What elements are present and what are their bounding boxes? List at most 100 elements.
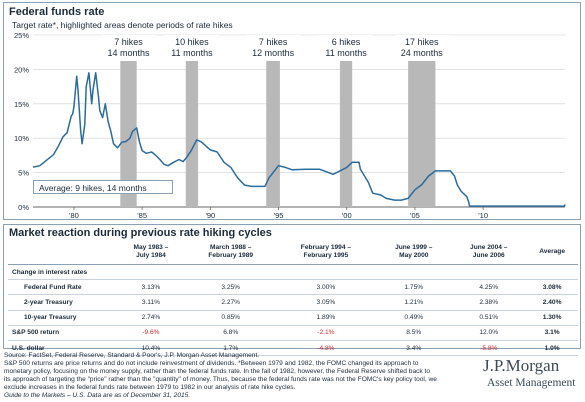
column-header: June 2004 – June 2006	[451, 240, 527, 265]
table-cell: 1.89%	[275, 310, 377, 326]
table-cell: 8.5%	[376, 325, 452, 341]
y-tick-label: 15%	[14, 100, 29, 109]
table-row: Federal Fund Rate 3.13% 3.25% 3.00% 1.75% 4.2…	[8, 279, 578, 296]
hike-duration-label: 12 months	[252, 48, 295, 58]
hike-count-label: 10 hikes	[175, 37, 209, 47]
series-line	[32, 72, 566, 207]
table-panel: Market reaction during previous rate hik…	[3, 224, 581, 357]
average-note: Average: 9 hikes, 14 months	[33, 180, 173, 194]
footer-note-3: its approach of targeting the "price" ra…	[4, 376, 437, 383]
hike-count-label: 7 hikes	[114, 37, 143, 47]
column-header-line2: June 2006	[472, 252, 505, 259]
header-blank	[8, 240, 116, 265]
x-tick-label: '95	[274, 211, 284, 220]
table-cell: 0.85%	[185, 310, 276, 326]
x-tick-label: '05	[410, 211, 420, 220]
asset-management-wordmark: Asset Management	[487, 377, 576, 389]
table-cell: 12.0%	[451, 325, 527, 341]
table-header-row: May 1983 – July 1984 March 1988 – February…	[8, 240, 578, 265]
footer-note-2: monetary policy, focusing on the money s…	[4, 368, 431, 375]
hike-period-band	[408, 35, 436, 207]
column-header: February 1994 – February 1995	[275, 240, 377, 265]
table-cell: 3.4%	[376, 340, 452, 357]
table-cell: 2.27%	[185, 294, 276, 311]
column-header-line1: Average	[539, 248, 565, 255]
hike-count-label: 17 hikes	[405, 37, 439, 47]
hike-period-band	[266, 35, 280, 207]
hike-label-background	[319, 35, 374, 61]
market-reaction-table: May 1983 – July 1984 March 1988 – February…	[8, 240, 578, 357]
x-tick-label: '10	[478, 211, 488, 220]
section-row: Change in interest rates	[8, 264, 578, 281]
table-title: Market reaction during previous rate hik…	[9, 227, 272, 239]
table-cell: 2.40%	[526, 294, 578, 311]
table-cell: 2.38%	[451, 294, 527, 311]
column-header-line1: February 1994 –	[300, 244, 352, 251]
hike-period-band	[120, 35, 137, 207]
table-cell: -9.6%	[116, 325, 186, 341]
hike-period-band	[185, 35, 199, 207]
table-cell: -4.8%	[275, 340, 377, 357]
x-tick-label: '00	[342, 211, 352, 220]
table-cell: 3.05%	[275, 294, 377, 311]
footer-guide: Guide to the Markets – U.S. Data are as …	[4, 392, 191, 399]
table-row: U.S. dollar 10.4% 1.7% -4.8% 3.4% -5.8% 1.0%	[8, 340, 578, 357]
row-label: 2-year Treasury	[8, 294, 116, 311]
table-cell: 2.74%	[116, 310, 186, 326]
hike-label-background	[246, 35, 301, 61]
footer-note-4: exclude increases in the federal funds r…	[4, 384, 296, 391]
table-cell: 3.11%	[116, 294, 186, 311]
y-tick-label: 5%	[18, 169, 29, 178]
section-label: Change in interest rates	[8, 264, 578, 281]
hike-label-background	[164, 35, 219, 61]
table-cell: 1.30%	[526, 310, 578, 326]
row-label: Federal Fund Rate	[8, 279, 116, 296]
hike-duration-label: 11 months	[325, 48, 367, 58]
table-cell: 3.00%	[275, 279, 377, 296]
y-tick-label: 25%	[14, 31, 29, 40]
table-cell: 1.0%	[526, 340, 578, 357]
hike-duration-label: 14 months	[107, 48, 150, 58]
column-header-line1: May 1983 –	[133, 244, 169, 251]
table-cell: 0.49%	[376, 310, 452, 326]
table-cell: 1.21%	[376, 294, 452, 311]
hike-count-label: 7 hikes	[259, 37, 288, 47]
table-row: 2-year Treasury 3.11% 2.27% 3.05% 1.21% 2.38%…	[8, 294, 578, 311]
column-header: May 1983 – July 1984	[116, 240, 186, 265]
column-header-line1: June 1999 –	[395, 244, 433, 251]
y-tick-label: 10%	[14, 134, 29, 143]
x-tick-label: '85	[137, 211, 147, 220]
column-header-line1: June 2004 –	[470, 244, 508, 251]
column-header-line2: February 1989	[208, 252, 254, 259]
table-row: 10-year Treasury 2.74% 0.85% 1.89% 0.49% 0.51…	[8, 310, 578, 326]
hike-period-band	[339, 35, 353, 207]
hike-count-label: 6 hikes	[332, 37, 361, 47]
column-header-line2: May 2000	[399, 252, 429, 259]
table-cell: 1.75%	[376, 279, 452, 296]
x-tick-label: '90	[205, 211, 215, 220]
column-header-line2: July 1984	[136, 252, 166, 259]
column-header-line1: March 1988 –	[209, 244, 252, 251]
table-cell: -2.1%	[275, 325, 377, 341]
hike-duration-label: 11 months	[171, 48, 213, 58]
jpmorgan-logo: J.P.Morgan	[483, 356, 560, 375]
table-cell: 4.25%	[451, 279, 527, 296]
footer-source: Source: FactSet, Federal Reserve, Standa…	[4, 352, 260, 359]
table-cell: -5.8%	[451, 340, 527, 357]
row-label: 10-year Treasury	[8, 310, 116, 326]
table-cell: 3.1%	[526, 325, 578, 341]
y-tick-label: 0%	[18, 203, 29, 212]
table-cell: 3.13%	[116, 279, 186, 296]
hike-duration-label: 24 months	[401, 48, 444, 58]
column-header: June 1999 – May 2000	[376, 240, 452, 265]
column-header-line2: February 1995	[303, 252, 349, 259]
table-cell: 1.7%	[185, 340, 276, 357]
chart-subtitle: Target rate*, highlighted areas denote p…	[12, 20, 233, 30]
table-cell: 6.8%	[185, 325, 276, 341]
x-tick-label: '80	[69, 211, 79, 220]
table-row: S&P 500 return -9.6% 6.8% -2.1% 8.5% 12.0% 3.1…	[8, 325, 578, 341]
row-label: U.S. dollar	[8, 340, 116, 357]
hike-label-background	[394, 35, 449, 61]
table-cell: 3.25%	[185, 279, 276, 296]
